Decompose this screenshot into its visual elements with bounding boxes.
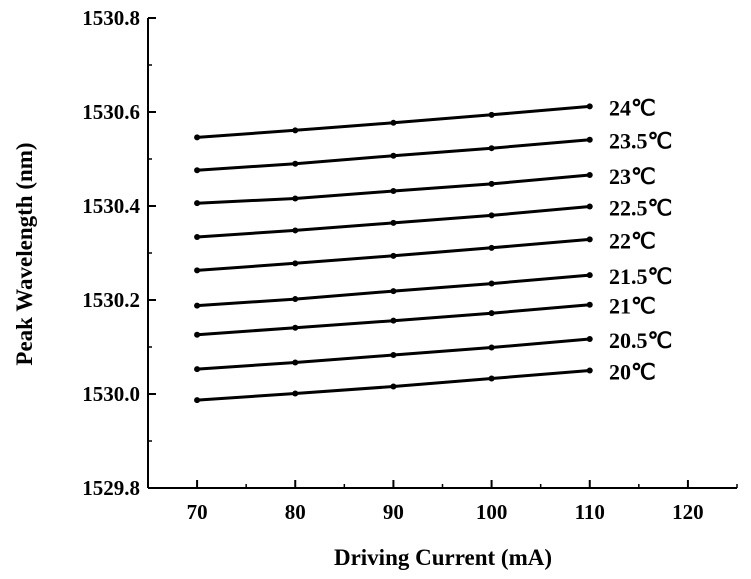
data-point (292, 296, 299, 303)
series (194, 336, 593, 373)
x-axis-title: Driving Current (mA) (334, 545, 552, 570)
x-tick-label: 110 (575, 500, 605, 524)
data-point (390, 383, 397, 390)
data-point (488, 310, 495, 317)
data-point (586, 367, 593, 374)
data-point (194, 200, 201, 207)
data-point (194, 267, 201, 274)
data-point (586, 236, 593, 243)
data-point (390, 252, 397, 259)
data-point (586, 336, 593, 343)
data-point (488, 180, 495, 187)
series-lines (194, 103, 593, 404)
series (194, 171, 593, 207)
data-point (194, 366, 201, 373)
data-point (390, 152, 397, 159)
x-tick-label: 120 (672, 500, 704, 524)
y-tick-label: 1530.2 (82, 288, 140, 312)
data-point (488, 244, 495, 251)
data-point (292, 359, 299, 366)
series-label: 24℃ (609, 95, 656, 120)
data-point (292, 160, 299, 167)
x-tick-label: 100 (476, 500, 508, 524)
series-label: 20.5℃ (609, 328, 672, 353)
y-axis-title: Peak Wavelength (nm) (12, 142, 37, 365)
series-label: 20℃ (609, 360, 656, 385)
data-point (586, 301, 593, 308)
data-point (194, 397, 201, 404)
y-tick-label: 1530.4 (82, 194, 140, 218)
data-point (390, 351, 397, 358)
data-point (390, 288, 397, 295)
data-point (488, 145, 495, 152)
series (194, 301, 593, 338)
data-point (488, 111, 495, 118)
data-point (292, 127, 299, 134)
y-axis-ticks: 1529.8 1530.0 1530.2 1530.4 1530.6 1530.8 (82, 6, 156, 500)
y-tick-label: 1530.0 (82, 382, 140, 406)
data-point (586, 136, 593, 143)
y-tick-label: 1529.8 (82, 476, 140, 500)
data-point (292, 324, 299, 331)
data-point (194, 331, 201, 338)
data-point (586, 272, 593, 279)
series (194, 272, 593, 309)
data-point (292, 227, 299, 234)
data-point (390, 317, 397, 324)
y-tick-label: 1530.8 (82, 6, 140, 30)
x-tick-label: 70 (187, 500, 208, 524)
series-label: 23℃ (609, 164, 656, 189)
data-point (292, 390, 299, 397)
series-label: 22.5℃ (609, 195, 672, 220)
data-point (292, 195, 299, 202)
data-point (194, 167, 201, 174)
series (194, 203, 593, 241)
series-labels: 24℃ 23.5℃ 23℃ 22.5℃ 22℃ 21.5℃ 21℃ 20.5℃ 20℃ (609, 95, 672, 384)
data-point (194, 234, 201, 241)
series (194, 367, 593, 404)
series-label: 23.5℃ (609, 129, 672, 154)
data-point (390, 119, 397, 126)
y-tick-label: 1530.6 (82, 100, 140, 124)
series-label: 21.5℃ (609, 264, 672, 289)
data-point (488, 375, 495, 382)
series-label: 22℃ (609, 228, 656, 253)
data-point (586, 103, 593, 110)
data-point (488, 280, 495, 287)
data-point (488, 344, 495, 351)
x-tick-label: 80 (285, 500, 306, 524)
data-point (194, 134, 201, 141)
data-point (194, 302, 201, 309)
x-axis-ticks: 70 80 90 100 110 120 (147, 480, 738, 524)
data-point (390, 187, 397, 194)
data-point (586, 203, 593, 210)
data-point (390, 219, 397, 226)
data-point (292, 260, 299, 267)
series (194, 136, 593, 174)
series-label: 21℃ (609, 294, 656, 319)
series (194, 103, 593, 141)
data-point (586, 171, 593, 178)
series (194, 236, 593, 274)
x-tick-label: 90 (383, 500, 404, 524)
data-point (488, 212, 495, 219)
